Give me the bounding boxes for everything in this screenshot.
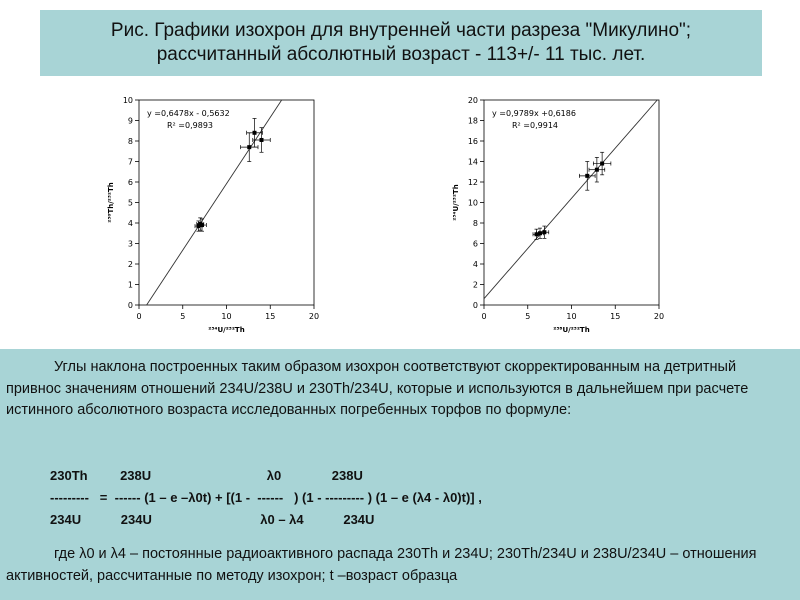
y-tick-label: 10 xyxy=(123,96,133,105)
data-point xyxy=(247,145,252,150)
data-point xyxy=(259,137,264,142)
y-tick-label: 3 xyxy=(128,240,133,249)
formula-explanation-text: где λ0 и λ4 – постоянные радиоактивного … xyxy=(6,546,757,584)
isochron-chart-left: 0 5 10 15 20 0 1 2 3 4 5 6 7 8 9 10 y =0,6478x - 0,5632 R… xyxy=(95,85,330,340)
y-tick-label: 0 xyxy=(128,301,133,310)
x-tick-label: 20 xyxy=(654,312,664,321)
x-tick-label: 20 xyxy=(309,312,319,321)
y-tick-label: 0 xyxy=(473,301,478,310)
y-tick-label: 20 xyxy=(468,96,478,105)
y-tick-label: 14 xyxy=(468,158,478,167)
formula-main-line: --------- = ------ (1 – e –λ0t) + [(1 - … xyxy=(50,490,482,505)
data-point xyxy=(196,224,201,229)
y-tick-label: 6 xyxy=(473,240,478,249)
x-tick-label: 0 xyxy=(481,312,486,321)
x-tick-label: 15 xyxy=(265,312,275,321)
explanation-text: Углы наклона построенных таким образом и… xyxy=(6,359,749,418)
data-point xyxy=(600,161,605,166)
y-tick-label: 10 xyxy=(468,199,478,208)
y-tick-label: 1 xyxy=(128,281,133,290)
slide-title-box: Рис. Графики изохрон для внутренней част… xyxy=(40,10,762,76)
isochron-fit-line xyxy=(483,99,658,299)
data-point xyxy=(594,167,599,172)
isochron-fit-line xyxy=(146,99,283,306)
formula-numerators: 230Th 238U λ0 238U xyxy=(50,468,363,483)
isochron-chart-right: 0 5 10 15 20 0 2 4 6 8 10 12 14 16 18 20 y =0,9789x +0,6… xyxy=(440,85,675,340)
r-squared-label: R² =0,9893 xyxy=(167,121,213,130)
y-tick-label: 5 xyxy=(128,199,133,208)
x-tick-label: 5 xyxy=(180,312,185,321)
fit-equation-label: y =0,9789x +0,6186 xyxy=(492,109,576,118)
y-tick-label: 4 xyxy=(473,260,478,269)
y-tick-label: 7 xyxy=(128,158,133,167)
y-tick-label: 8 xyxy=(128,137,133,146)
x-axis-label: ²³⁸U/²³²Th xyxy=(553,326,589,334)
explanation-paragraph: Углы наклона построенных таким образом и… xyxy=(6,357,794,422)
x-tick-label: 5 xyxy=(525,312,530,321)
slide-title-line-1: Рис. Графики изохрон для внутренней част… xyxy=(110,20,692,41)
data-point xyxy=(542,230,547,235)
plot-area-frame xyxy=(483,99,660,306)
x-axis-label: ²³⁴U/²³²Th xyxy=(208,326,244,334)
y-tick-label: 9 xyxy=(128,117,133,126)
chart-svg: 0 5 10 15 20 0 1 2 3 4 5 6 7 8 9 10 y =0,6478x - 0,5632 R… xyxy=(107,96,319,334)
x-tick-label: 0 xyxy=(136,312,141,321)
formula-explanation: где λ0 и λ4 – постоянные радиоактивного … xyxy=(6,543,794,587)
r-squared-label: R² =0,9914 xyxy=(512,121,558,130)
data-point xyxy=(252,130,257,135)
chart-svg: 0 5 10 15 20 0 2 4 6 8 10 12 14 16 18 20 y =0,9789x +0,6… xyxy=(452,96,664,334)
y-tick-label: 2 xyxy=(473,281,478,290)
x-tick-label: 10 xyxy=(566,312,576,321)
y-axis-label: ²³⁰Th/²³²Th xyxy=(107,182,115,222)
formula-denominators: 234U 234U λ0 – λ4 234U xyxy=(50,512,375,527)
explanation-panel: Углы наклона построенных таким образом и… xyxy=(0,349,800,600)
fit-equation-label: y =0,6478x - 0,5632 xyxy=(147,109,230,118)
x-tick-label: 15 xyxy=(610,312,620,321)
data-point xyxy=(200,223,204,228)
y-tick-label: 4 xyxy=(128,219,133,228)
y-tick-label: 2 xyxy=(128,260,133,269)
y-tick-label: 18 xyxy=(468,117,478,126)
plot-area-frame xyxy=(138,99,315,306)
y-tick-label: 12 xyxy=(468,178,478,187)
y-tick-label: 8 xyxy=(473,219,478,228)
y-tick-label: 16 xyxy=(468,137,478,146)
data-point xyxy=(585,173,590,178)
y-tick-label: 6 xyxy=(128,178,133,187)
slide-title-line-2: рассчитанный абсолютный возраст - 113+/-… xyxy=(156,44,646,65)
y-axis-label: ²³⁴U/²³²Th xyxy=(452,184,460,220)
x-tick-label: 10 xyxy=(221,312,231,321)
